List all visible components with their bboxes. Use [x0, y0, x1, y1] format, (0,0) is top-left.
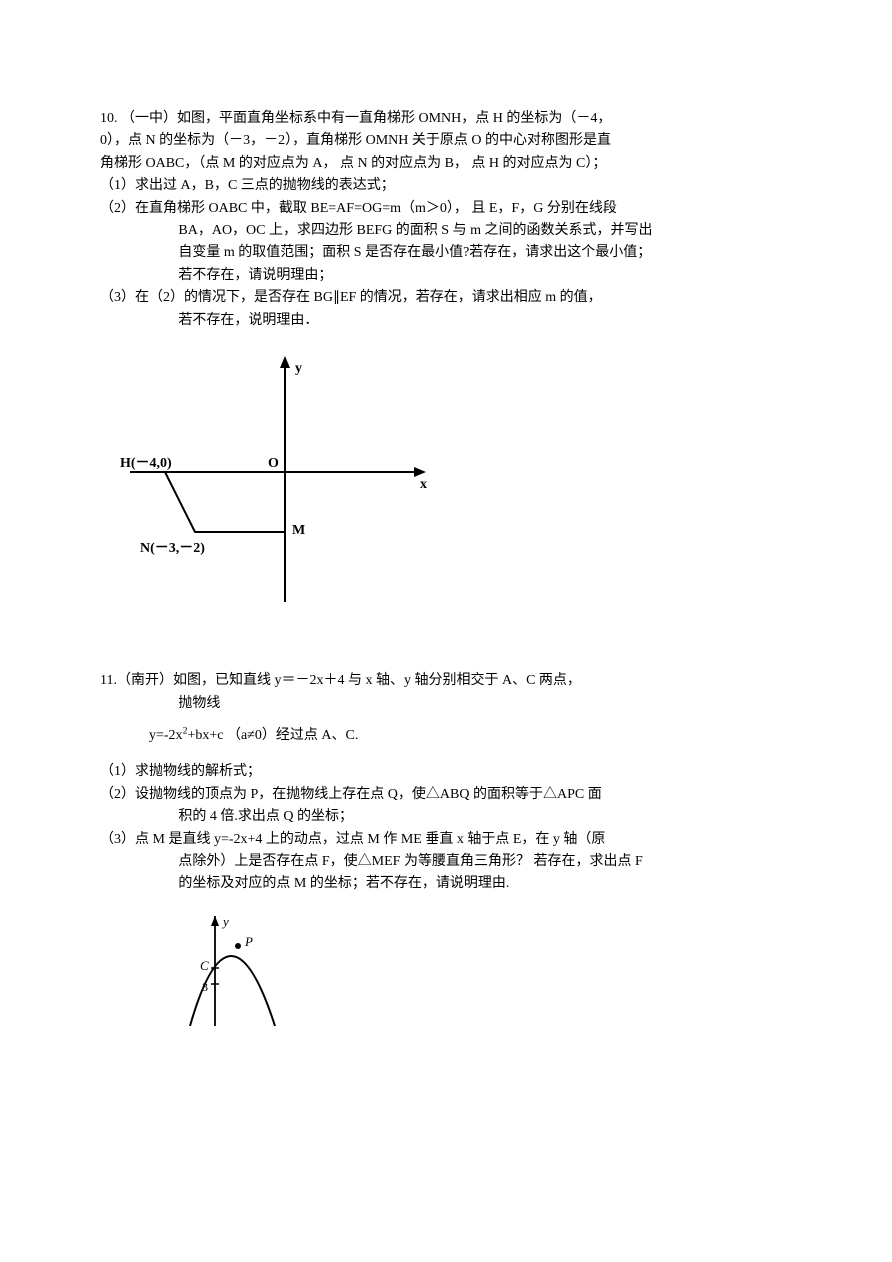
p10-q3-line1: （3）在（2）的情况下，是否存在 BG∥EF 的情况，若存在，请求出相应 m 的… [100, 287, 792, 309]
coordinate-figure: y x O H(－4,0) N(－3,－2) M [120, 352, 440, 612]
p10-q2-line2: BA，AO，OC 上，求四边形 BEFG 的面积 S 与 m 之间的函数关系式，… [100, 220, 792, 242]
p10-q1: （1）求出过 A，B，C 三点的抛物线的表达式； [100, 175, 792, 197]
x-axis-label: x [420, 477, 427, 492]
p11-q3-line1: （3）点 M 是直线 y=-2x+4 上的动点，过点 M 作 ME 垂直 x 轴… [100, 829, 792, 851]
p10-intro-line2: 0），点 N 的坐标为（－3，－2），直角梯形 OMNH 关于原点 O 的中心对… [100, 130, 792, 152]
parabola-figure: y P C 3 [160, 916, 310, 1026]
origin-label: O [268, 456, 279, 471]
p-label: P [244, 934, 253, 949]
p10-q3-line2: 若不存在，说明理由． [100, 310, 792, 332]
m-label: M [292, 523, 305, 538]
p10-figure: y x O H(－4,0) N(－3,－2) M [100, 332, 792, 630]
eq-pre: y=-2x [149, 728, 183, 743]
p11-figure: y P C 3 [100, 896, 792, 1044]
p11-q2-line2: 积的 4 倍.求出点 Q 的坐标； [100, 806, 792, 828]
eq-post: +bx+c （a≠0）经过点 A、C. [187, 728, 358, 743]
p10-intro-line1: 10. （一中）如图，平面直角坐标系中有一直角梯形 OMNH，点 H 的坐标为（… [100, 108, 792, 130]
c-label: C [200, 958, 209, 973]
y-axis-label-2: y [221, 916, 229, 929]
p11-q3-line2: 点除外）上是否存在点 F，使△MEF 为等腰直角三角形？ 若存在，求出点 F [100, 851, 792, 873]
problem-10: 10. （一中）如图，平面直角坐标系中有一直角梯形 OMNH，点 H 的坐标为（… [100, 108, 792, 630]
y-axis-label: y [295, 361, 302, 376]
problem-11: 11.（南开）如图，已知直线 y＝－2x＋4 与 x 轴、y 轴分别相交于 A、… [100, 670, 792, 1044]
p10-intro-line3: 角梯形 OABC，（点 M 的对应点为 A， 点 N 的对应点为 B， 点 H … [100, 153, 792, 175]
p11-q2-line1: （2）设抛物线的顶点为 P，在抛物线上存在点 Q，使△ABQ 的面积等于△APC… [100, 784, 792, 806]
p11-equation: y=-2x2+bx+c （a≠0）经过点 A、C. [100, 725, 792, 747]
p10-q2-line4: 若不存在，请说明理由； [100, 265, 792, 287]
n-label: N(－3,－2) [140, 541, 205, 556]
p11-intro-line2: 抛物线 [100, 693, 792, 715]
p11-q1: （1）求抛物线的解析式； [100, 761, 792, 783]
p11-q3-line3: 的坐标及对应的点 M 的坐标；若不存在，请说明理由. [100, 873, 792, 895]
p11-intro-line1: 11.（南开）如图，已知直线 y＝－2x＋4 与 x 轴、y 轴分别相交于 A、… [100, 670, 792, 692]
three-label: 3 [202, 980, 208, 994]
p10-q2-line3: 自变量 m 的取值范围；面积 S 是否存在最小值?若存在，请求出这个最小值； [100, 242, 792, 264]
p10-q2-line1: （2）在直角梯形 OABC 中，截取 BE=AF=OG=m（m＞0）， 且 E，… [100, 198, 792, 220]
h-label: H(－4,0) [120, 456, 172, 471]
